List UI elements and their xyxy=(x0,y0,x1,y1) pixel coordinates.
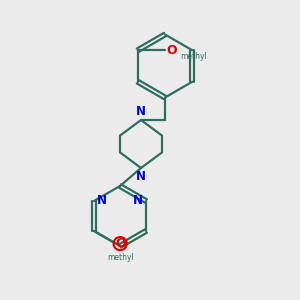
Text: O: O xyxy=(115,237,125,250)
Text: N: N xyxy=(133,194,143,208)
Text: O: O xyxy=(166,44,177,57)
Text: methyl: methyl xyxy=(180,52,207,62)
Text: N: N xyxy=(136,170,146,183)
Text: methyl: methyl xyxy=(107,254,134,262)
Text: N: N xyxy=(97,194,107,208)
Text: N: N xyxy=(136,105,146,118)
